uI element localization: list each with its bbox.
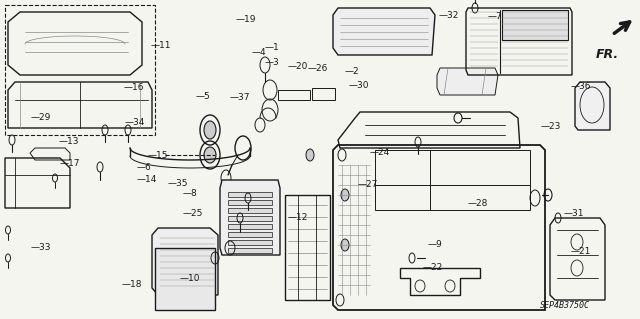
Polygon shape: [502, 10, 568, 40]
Text: —33: —33: [31, 243, 51, 252]
Text: —24: —24: [370, 148, 390, 157]
Text: —12: —12: [288, 213, 308, 222]
Text: —11: —11: [150, 41, 171, 50]
Text: —2: —2: [344, 67, 359, 76]
Text: —22: —22: [422, 263, 443, 272]
Ellipse shape: [306, 149, 314, 161]
Text: —18: —18: [122, 280, 142, 289]
Polygon shape: [333, 8, 435, 55]
Text: —28: —28: [467, 199, 488, 208]
Text: —8: —8: [182, 189, 197, 198]
Text: —19: —19: [236, 15, 256, 24]
Text: —36: —36: [571, 82, 591, 91]
Text: —17: —17: [60, 159, 80, 168]
Text: —20: —20: [288, 62, 308, 71]
Text: —3: —3: [264, 58, 279, 67]
Text: —27: —27: [357, 180, 378, 189]
Polygon shape: [152, 228, 218, 295]
Text: SEP4B3750C: SEP4B3750C: [540, 301, 590, 310]
Text: —25: —25: [182, 209, 203, 218]
Polygon shape: [228, 240, 272, 245]
Ellipse shape: [204, 147, 216, 163]
Polygon shape: [437, 68, 498, 95]
Polygon shape: [220, 180, 280, 255]
Text: —30: —30: [349, 81, 369, 90]
Polygon shape: [228, 192, 272, 197]
Text: —6: —6: [136, 163, 151, 172]
Polygon shape: [228, 216, 272, 221]
Polygon shape: [575, 82, 610, 130]
Ellipse shape: [204, 121, 216, 139]
Text: —15: —15: [147, 151, 168, 160]
Text: —14: —14: [136, 175, 157, 184]
Text: —35: —35: [168, 179, 188, 188]
Ellipse shape: [341, 239, 349, 251]
Text: FR.: FR.: [595, 48, 619, 61]
Text: —21: —21: [571, 247, 591, 256]
Text: —34: —34: [125, 118, 145, 127]
Text: —29: —29: [31, 113, 51, 122]
Text: —5: —5: [195, 92, 210, 101]
Text: —37: —37: [229, 93, 250, 102]
Polygon shape: [228, 200, 272, 205]
Text: —13: —13: [59, 137, 79, 146]
Polygon shape: [228, 208, 272, 213]
Text: —10: —10: [179, 274, 200, 283]
Text: —4: —4: [252, 48, 266, 57]
Text: —16: —16: [124, 83, 144, 92]
Polygon shape: [155, 248, 215, 310]
Polygon shape: [228, 232, 272, 237]
Text: —31: —31: [563, 209, 584, 218]
Polygon shape: [228, 248, 272, 253]
Text: —7: —7: [488, 12, 502, 21]
Text: —32: —32: [438, 11, 459, 20]
Text: —26: —26: [307, 64, 328, 73]
Text: —1: —1: [264, 43, 279, 52]
Text: —23: —23: [541, 122, 561, 131]
Polygon shape: [228, 224, 272, 229]
Ellipse shape: [341, 189, 349, 201]
Text: —9: —9: [428, 240, 442, 249]
